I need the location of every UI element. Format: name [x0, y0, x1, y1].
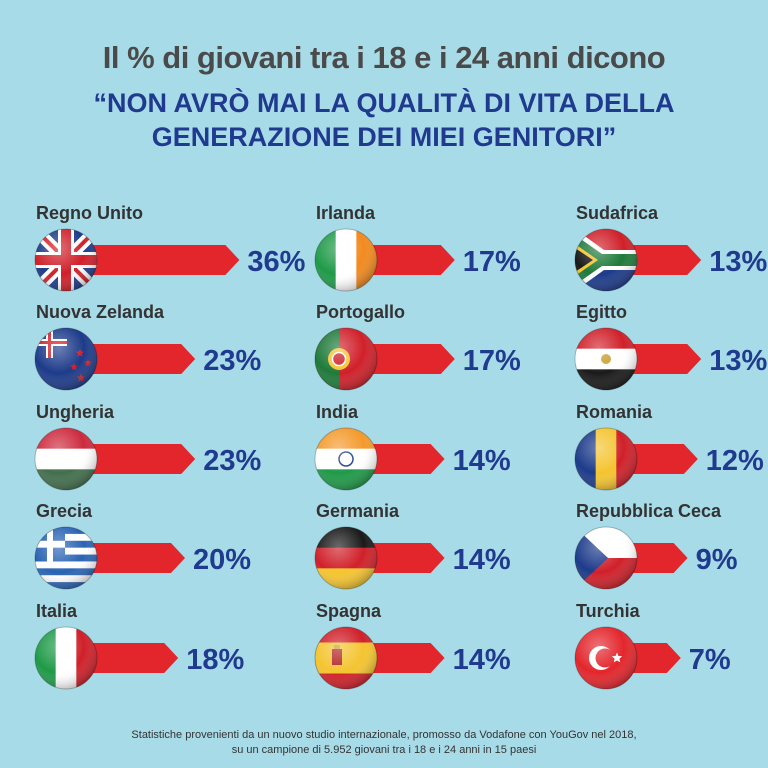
value-label: 23% — [203, 345, 261, 377]
value-arrow — [66, 245, 240, 275]
country-label: Irlanda — [316, 203, 376, 223]
country-label: Sudafrica — [576, 203, 659, 223]
subtitle-line-1: “NON AVRÒ MAI LA QUALITÀ DI VITA DELLA — [93, 88, 675, 118]
page-title: Il % di giovani tra i 18 e i 24 anni dic… — [102, 40, 666, 75]
country-label: Romania — [576, 402, 653, 422]
country-label: India — [316, 402, 359, 422]
value-label: 13% — [709, 246, 767, 278]
value-label: 20% — [193, 544, 251, 576]
value-arrow — [66, 444, 196, 474]
country-label: Egitto — [576, 302, 627, 322]
footnote: Statistiche provenienti da un nuovo stud… — [0, 728, 768, 758]
value-label: 7% — [689, 644, 731, 676]
value-label: 12% — [706, 445, 764, 477]
country-label: Germania — [316, 501, 400, 521]
country-item: India 14% — [314, 402, 511, 491]
country-label: Ungheria — [36, 402, 115, 422]
footnote-line-2: su un campione di 5.952 giovani tra i 18… — [231, 744, 537, 756]
value-label: 17% — [463, 246, 521, 278]
value-label: 18% — [186, 644, 244, 676]
country-label: Turchia — [576, 601, 641, 621]
value-label: 13% — [709, 345, 767, 377]
subtitle-line-2: GENERAZIONE DEI MIEI GENITORI” — [151, 122, 617, 152]
country-item: Sudafrica 13% — [574, 203, 767, 292]
value-label: 23% — [203, 445, 261, 477]
value-label: 36% — [247, 246, 305, 278]
country-item: Grecia 20% — [34, 501, 251, 590]
country-label: Portogallo — [316, 302, 405, 322]
country-item: Egitto 13% — [574, 302, 767, 391]
value-label: 9% — [696, 544, 738, 576]
footnote-line-1: Statistiche provenienti da un nuovo stud… — [131, 729, 637, 741]
page-subtitle: “NON AVRÒ MAI LA QUALITÀ DI VITA DELLA G… — [0, 86, 768, 154]
country-label: Spagna — [316, 601, 382, 621]
country-item: Germania 14% — [314, 501, 511, 590]
value-label: 14% — [453, 445, 511, 477]
country-item: Nuova Zelanda 23% — [34, 302, 261, 391]
country-item: Ungheria 23% — [34, 402, 261, 491]
value-arrow — [66, 344, 196, 374]
value-label: 14% — [453, 644, 511, 676]
country-label: Grecia — [36, 501, 93, 521]
country-item: Italia 18% — [34, 601, 244, 690]
country-item: Regno Unito 36% — [34, 203, 306, 292]
country-item: Spagna 14% — [314, 601, 511, 690]
country-label: Nuova Zelanda — [36, 302, 165, 322]
country-item: Repubblica Ceca 9% — [574, 501, 738, 590]
value-label: 17% — [463, 345, 521, 377]
country-label: Italia — [36, 601, 78, 621]
country-item: Romania 12% — [574, 402, 764, 491]
country-label: Regno Unito — [36, 203, 143, 223]
country-item: Portogallo 17% — [314, 302, 521, 391]
country-item: Irlanda 17% — [314, 203, 521, 292]
country-label: Repubblica Ceca — [576, 501, 722, 521]
value-label: 14% — [453, 544, 511, 576]
country-item: Turchia 7% — [574, 601, 731, 690]
